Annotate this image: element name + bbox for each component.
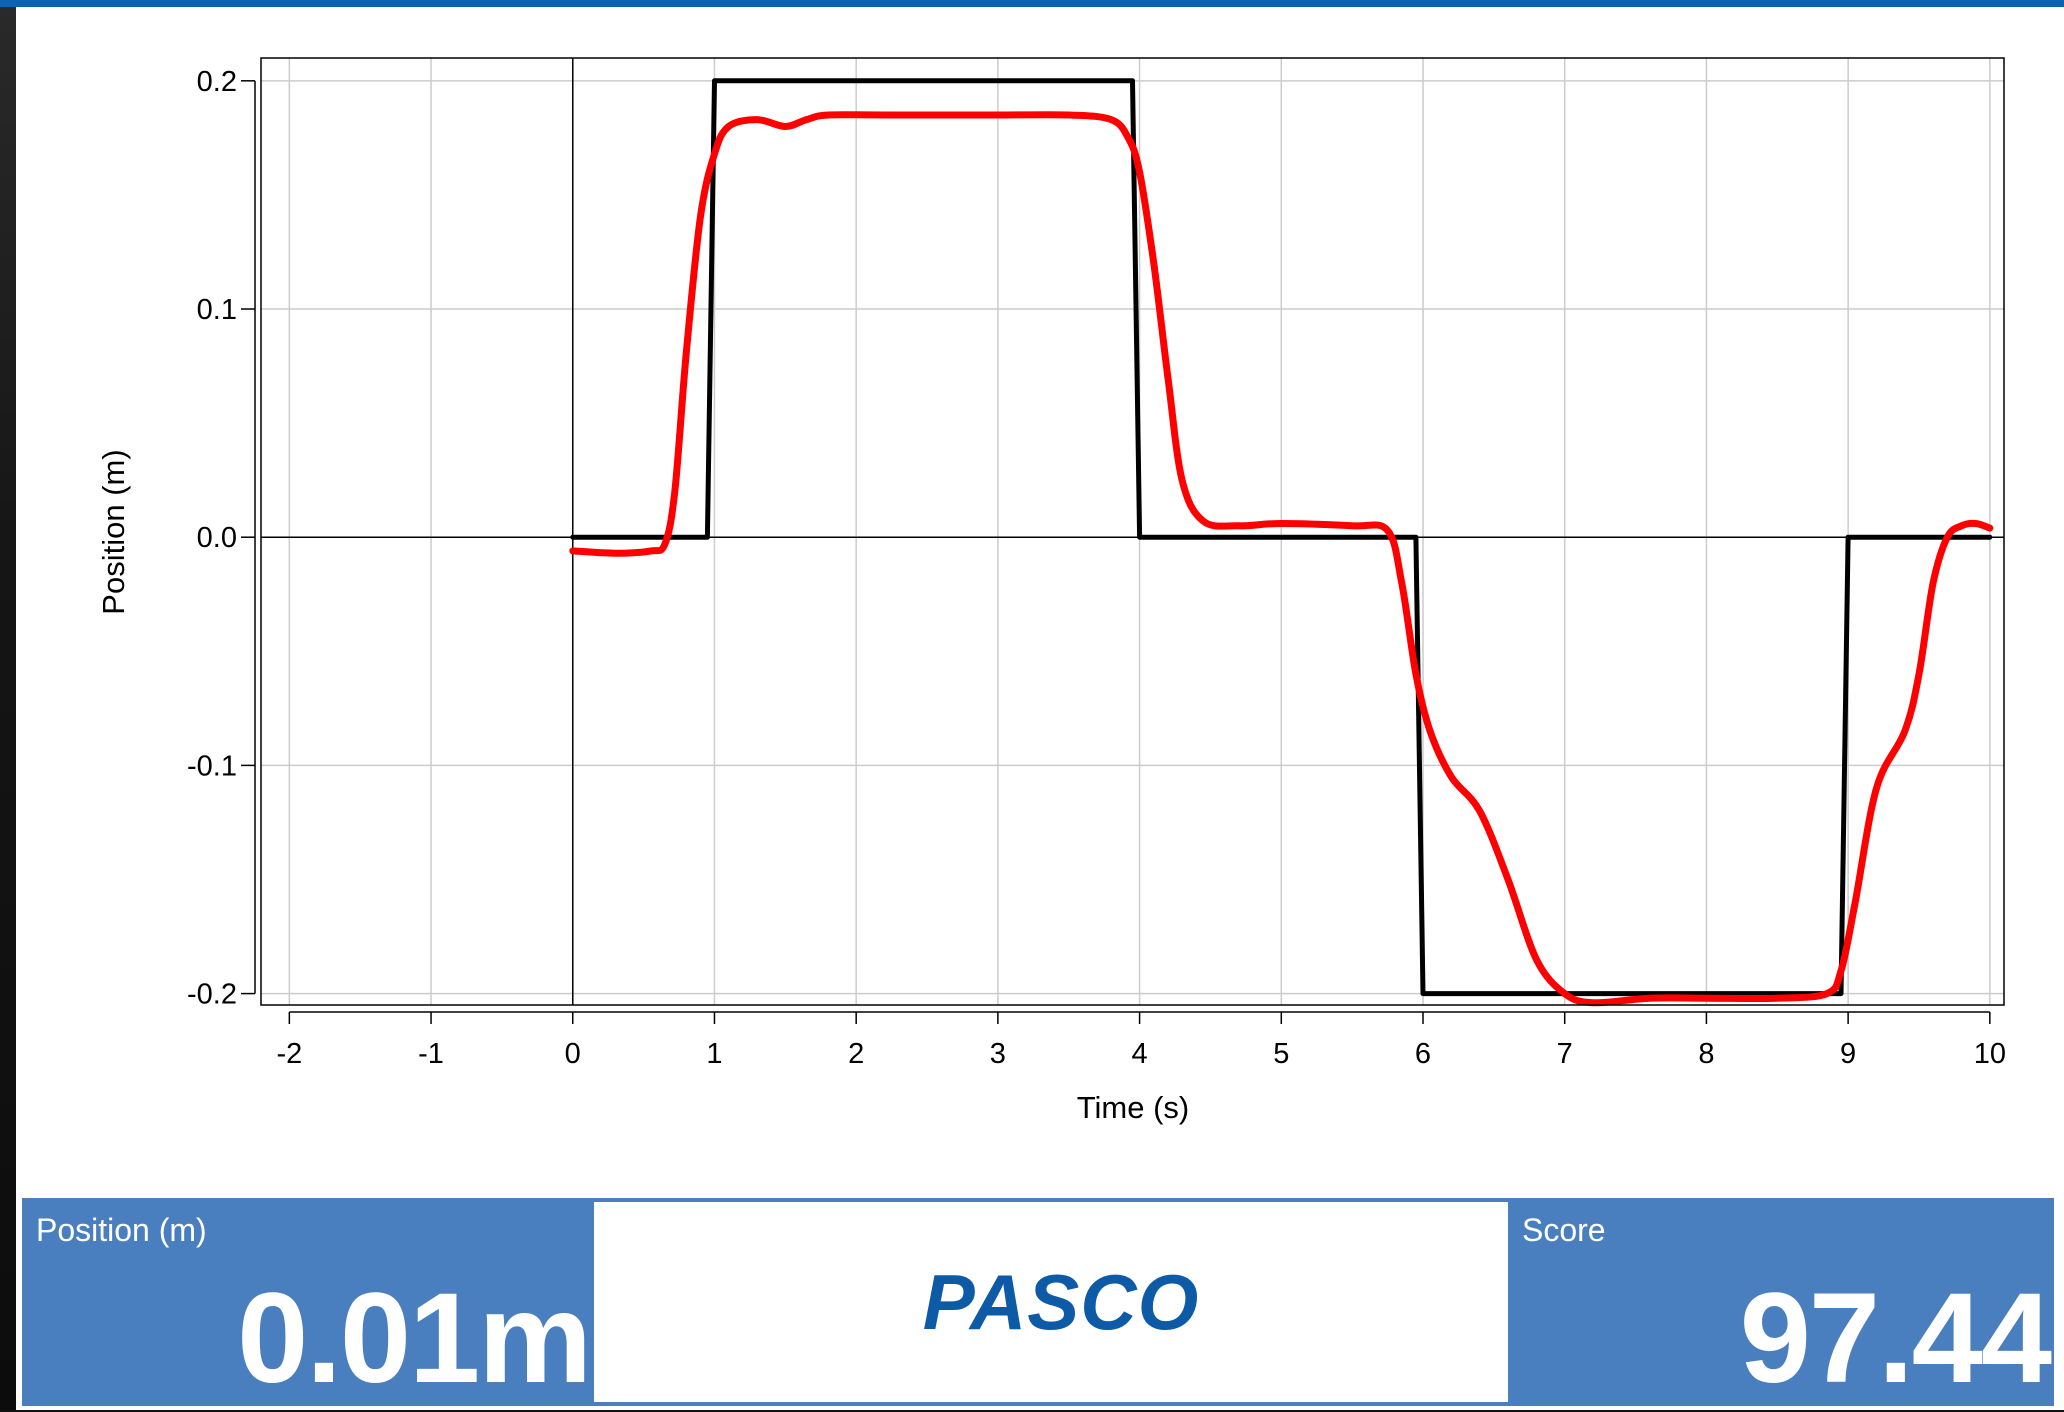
position-value: 0.01m: [237, 1267, 592, 1410]
position-label: Position (m): [36, 1212, 207, 1248]
x-tick-label: -1: [418, 1038, 444, 1070]
y-tick-label: 0.0: [197, 522, 237, 554]
zero-axes: [261, 58, 2004, 1005]
x-tick-label: 10: [1974, 1038, 2006, 1070]
x-tick-label: -2: [276, 1038, 302, 1070]
top-accent-bar: [0, 0, 2064, 7]
series-layer: [569, 78, 1994, 1007]
plot-frame: [260, 57, 2005, 1006]
measured-series-line: [569, 111, 1994, 1007]
y-tick-label: 0.2: [197, 66, 237, 98]
pasco-logo: PASCO: [922, 1257, 1200, 1346]
x-tick-label: 1: [706, 1038, 722, 1070]
score-display: Score 97.44: [1508, 1198, 2054, 1410]
position-time-chart: -0.2 -0.1 0.0 0.1 0.2 -2 -1 0 1 2 3 4 5 6 7 8 9 10 Time …: [96, 57, 2006, 1125]
y-tick-label: -0.1: [187, 750, 237, 782]
logo-panel: PASCO: [594, 1202, 1508, 1402]
x-tick-label: 4: [1132, 1038, 1148, 1070]
x-tick-label: 7: [1557, 1038, 1573, 1070]
x-axis-title: Time (s): [1077, 1090, 1190, 1125]
y-tick-label: -0.2: [187, 979, 237, 1011]
x-tick-label: 2: [848, 1038, 864, 1070]
score-value: 97.44: [1739, 1267, 2052, 1410]
x-tick-label: 8: [1698, 1038, 1714, 1070]
target-series-line: [570, 78, 1993, 997]
score-label: Score: [1522, 1212, 1606, 1248]
y-axis-title: Position (m): [96, 449, 131, 614]
y-axis-ticks: -0.2 -0.1 0.0 0.1 0.2: [187, 66, 256, 1011]
x-tick-label: 0: [565, 1038, 581, 1070]
x-axis-ticks: -2 -1 0 1 2 3 4 5 6 7 8 9 10: [276, 1011, 2006, 1070]
readout-bar: Position (m) 0.01m PASCO Score 97.44: [22, 1198, 2054, 1410]
x-tick-label: 5: [1273, 1038, 1289, 1070]
x-tick-label: 3: [990, 1038, 1006, 1070]
y-tick-label: 0.1: [197, 294, 237, 326]
position-display: Position (m) 0.01m: [22, 1198, 594, 1410]
x-tick-label: 6: [1415, 1038, 1431, 1070]
x-tick-label: 9: [1840, 1038, 1856, 1070]
